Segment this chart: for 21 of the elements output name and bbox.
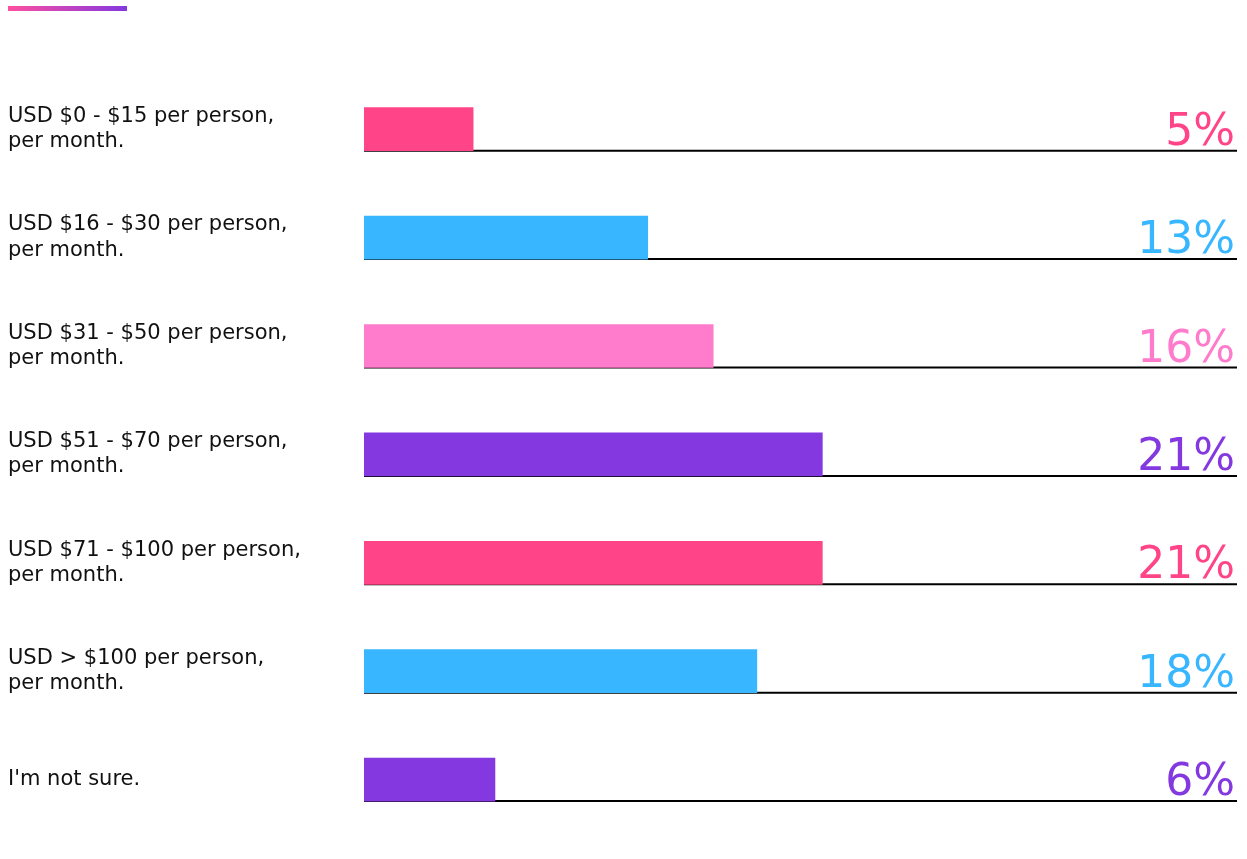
bar xyxy=(364,540,823,585)
data-label: 13% xyxy=(1137,212,1235,264)
data-label: 5% xyxy=(1165,103,1235,155)
y-tick-label: USD $71 - $100 per person, per month. xyxy=(8,536,301,586)
y-tick-label: USD > $100 per person, per month. xyxy=(8,645,265,695)
y-tick-label: USD $51 - $70 per person, per month. xyxy=(8,428,288,478)
data-label: 6% xyxy=(1165,754,1235,806)
bar xyxy=(364,215,649,260)
y-tick-label: I'm not sure. xyxy=(8,766,141,791)
data-label: 18% xyxy=(1137,645,1235,697)
bar xyxy=(364,107,474,152)
y-tick-label: USD $31 - $50 per person, per month. xyxy=(8,319,288,370)
bar xyxy=(364,649,758,694)
bar xyxy=(364,324,714,368)
y-tick-label: USD $0 - $15 per person, per month. xyxy=(8,103,275,153)
bar xyxy=(364,432,823,477)
data-label: 16% xyxy=(1137,320,1235,372)
bar xyxy=(364,757,496,802)
y-tick-label: USD $16 - $30 per person, per month. xyxy=(8,211,288,261)
data-label: 21% xyxy=(1137,428,1235,480)
data-label: 21% xyxy=(1137,537,1235,589)
